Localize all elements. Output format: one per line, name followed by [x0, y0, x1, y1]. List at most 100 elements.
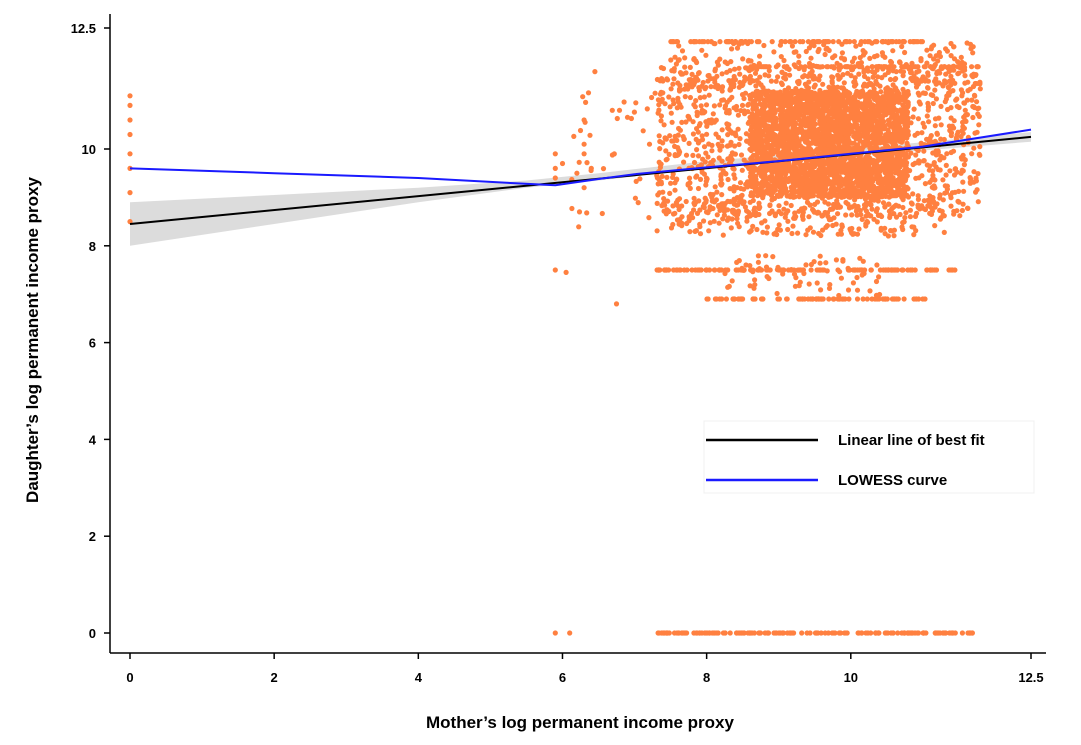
- scatter-point: [793, 86, 799, 92]
- scatter-point: [760, 229, 766, 235]
- scatter-point: [838, 183, 844, 189]
- scatter-point: [960, 179, 966, 185]
- scatter-point: [822, 199, 828, 205]
- scatter-point: [866, 91, 872, 97]
- scatter-point: [844, 148, 850, 154]
- scatter-point: [937, 216, 944, 222]
- scatter-point: [933, 152, 939, 158]
- scatter-point: [789, 144, 796, 150]
- scatter-point: [703, 150, 709, 156]
- scatter-point: [920, 630, 926, 636]
- scatter-point: [930, 100, 936, 107]
- scatter-point: [866, 134, 872, 140]
- scatter-point: [951, 44, 957, 50]
- scatter-point: [841, 104, 847, 110]
- scatter-point: [776, 161, 782, 167]
- scatter-point: [900, 226, 906, 233]
- scatter-point: [856, 71, 862, 77]
- scatter-point: [805, 39, 812, 45]
- scatter-point: [869, 171, 875, 177]
- scatter-point: [815, 98, 821, 105]
- scatter-point: [820, 175, 826, 181]
- scatter-point: [886, 64, 893, 70]
- scatter-point: [827, 149, 834, 155]
- scatter-point: [859, 105, 866, 111]
- scatter-point: [873, 630, 879, 636]
- scatter-point: [817, 253, 823, 259]
- scatter-point: [624, 114, 631, 120]
- scatter-point: [719, 192, 725, 198]
- scatter-point: [899, 174, 905, 180]
- scatter-point: [679, 48, 686, 54]
- scatter-point: [815, 209, 821, 215]
- scatter-point: [774, 148, 780, 154]
- scatter-point: [921, 148, 927, 154]
- scatter-point: [767, 133, 773, 139]
- scatter-point: [722, 630, 728, 636]
- scatter-point: [921, 158, 927, 164]
- scatter-point: [697, 176, 704, 182]
- scatter-point: [754, 226, 760, 233]
- scatter-point: [804, 180, 810, 186]
- scatter-point: [840, 93, 846, 99]
- scatter-point: [780, 128, 786, 134]
- scatter-point: [724, 99, 730, 105]
- scatter-point: [692, 104, 698, 110]
- scatter-point: [764, 154, 771, 160]
- scatter-point: [796, 113, 802, 119]
- scatter-point: [668, 180, 674, 186]
- scatter-point: [569, 205, 575, 212]
- scatter-point: [831, 630, 837, 636]
- scatter-point: [599, 210, 605, 217]
- scatter-point: [656, 133, 662, 139]
- scatter-point: [810, 229, 817, 235]
- scatter-point: [728, 129, 734, 135]
- scatter-point: [718, 181, 724, 187]
- scatter-point: [633, 178, 639, 184]
- scatter-point: [975, 199, 981, 205]
- scatter-point: [791, 90, 797, 96]
- scatter-point: [835, 267, 841, 273]
- scatter-point: [812, 121, 819, 127]
- scatter-point: [853, 208, 860, 214]
- scatter-point: [852, 267, 858, 273]
- scatter-point: [879, 185, 885, 191]
- scatter-point: [933, 148, 939, 154]
- scatter-point: [717, 102, 723, 108]
- scatter-point: [921, 64, 927, 70]
- scatter-point: [800, 216, 806, 222]
- scatter-point: [658, 179, 664, 185]
- scatter-point: [725, 176, 731, 183]
- scatter-point: [887, 214, 893, 220]
- scatter-point: [900, 107, 907, 113]
- scatter-point: [761, 42, 767, 49]
- scatter-point: [697, 231, 704, 237]
- scatter-point: [744, 138, 750, 144]
- scatter-point: [656, 107, 662, 113]
- scatter-point: [745, 120, 751, 126]
- scatter-point: [867, 288, 873, 294]
- scatter-point: [794, 135, 800, 141]
- scatter-point: [907, 207, 914, 213]
- scatter-point: [708, 84, 714, 90]
- scatter-point: [703, 102, 710, 108]
- scatter-point: [667, 190, 673, 196]
- scatter-point: [735, 220, 741, 226]
- scatter-point: [805, 116, 812, 122]
- scatter-point: [837, 127, 843, 133]
- scatter-point: [734, 259, 740, 265]
- scatter-point: [656, 159, 662, 165]
- scatter-point: [841, 80, 847, 86]
- scatter-point: [795, 130, 801, 136]
- scatter-point: [969, 72, 975, 79]
- scatter-point: [827, 206, 834, 212]
- scatter-point: [844, 93, 851, 99]
- scatter-point: [890, 111, 896, 117]
- scatter-point: [838, 275, 845, 281]
- scatter-point: [803, 48, 809, 55]
- scatter-point: [738, 152, 745, 158]
- scatter-point: [731, 188, 737, 194]
- scatter-point: [700, 108, 706, 114]
- scatter-point: [823, 180, 829, 186]
- scatter-point: [667, 104, 673, 110]
